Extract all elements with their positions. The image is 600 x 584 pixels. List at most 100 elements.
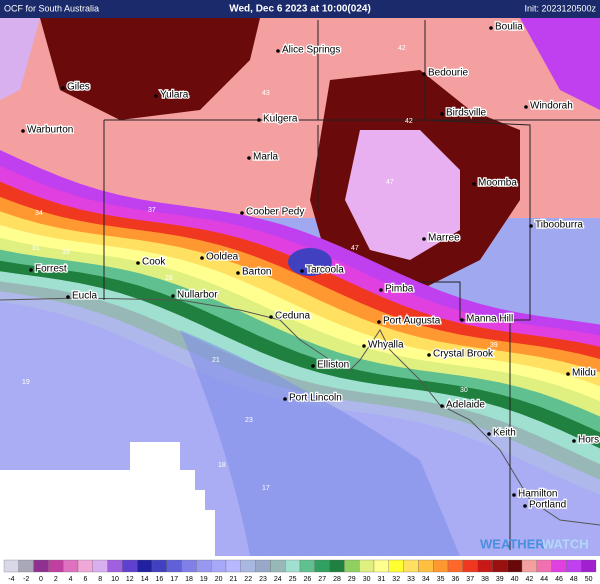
legend-label: 22 <box>244 576 252 583</box>
place-label: Port Augusta <box>383 316 441 327</box>
place-label: Elliston <box>317 360 349 371</box>
place-dot <box>487 432 491 436</box>
coastline <box>0 297 600 526</box>
legend-swatch <box>477 559 493 573</box>
legend-swatch <box>433 559 449 573</box>
legend-label: 36 <box>452 576 460 583</box>
contour-label: 31 <box>32 245 40 252</box>
place-label: Coober Pedy <box>246 207 304 218</box>
contour-label: 42 <box>405 118 413 125</box>
legend-label: 50 <box>585 576 593 583</box>
contour-label: 28 <box>165 275 173 282</box>
place-label: Windorah <box>530 101 573 112</box>
place-dot <box>240 211 244 215</box>
hot-core <box>40 18 260 120</box>
place-label: Pimba <box>385 284 414 295</box>
place-dot <box>200 256 204 260</box>
legend-swatch <box>255 559 271 573</box>
contour-label: 47 <box>351 245 359 252</box>
valid-time: Wed, Dec 6 2023 at 10:00(024) <box>229 4 371 15</box>
legend-swatch <box>92 559 108 573</box>
place-label: Alice Springs <box>282 45 340 56</box>
legend-label: 18 <box>185 576 193 583</box>
cold-swirl <box>180 330 460 556</box>
legend-label: 29 <box>348 576 356 583</box>
header-bar <box>0 0 600 18</box>
legend-swatch <box>270 559 286 573</box>
place-label: Portland <box>529 500 566 511</box>
legend-label: -2 <box>23 576 29 583</box>
place-dot <box>247 156 251 160</box>
place-dot <box>283 397 287 401</box>
contour-label: 17 <box>262 485 270 492</box>
place-dot <box>311 364 315 368</box>
contour-label: 33 <box>62 249 70 256</box>
top-right <box>520 18 600 110</box>
place-dot <box>379 288 383 292</box>
place-label: Mildu <box>572 368 596 379</box>
place-dot <box>529 224 533 228</box>
legend-swatch <box>388 559 404 573</box>
product-name: OCF for South Australia <box>4 3 99 13</box>
top-left <box>0 18 40 100</box>
tarcoola-cool <box>288 248 332 276</box>
legend-label: 8 <box>98 576 102 583</box>
state-border <box>103 20 600 550</box>
legend-label: 39 <box>496 576 504 583</box>
legend-swatch <box>536 559 552 573</box>
place-label: Giles <box>67 82 90 93</box>
legend-swatch <box>403 559 419 573</box>
place-label: Moomba <box>478 178 517 189</box>
legend-swatch <box>285 559 301 573</box>
place-label: Barton <box>242 267 271 278</box>
legend-swatch <box>63 559 79 573</box>
place-label: Whyalla <box>368 340 404 351</box>
place-dot <box>512 493 516 497</box>
legend-swatch <box>314 559 330 573</box>
legend-label: 21 <box>230 576 238 583</box>
legend-swatch <box>18 559 34 573</box>
legend-swatch <box>107 559 123 573</box>
legend-swatch <box>196 559 212 573</box>
legend-label: 46 <box>555 576 563 583</box>
legend-label: 10 <box>111 576 119 583</box>
place-label: Kulgera <box>263 114 298 125</box>
legend-label: 27 <box>318 576 326 583</box>
place-dot <box>276 49 280 53</box>
legend-label: 6 <box>83 576 87 583</box>
contour-label: 37 <box>148 207 156 214</box>
contour-label: 21 <box>212 357 220 364</box>
place-label: Keith <box>493 428 516 439</box>
contour-label: 19 <box>22 379 30 386</box>
place-dot <box>21 129 25 133</box>
legend-swatch <box>166 559 182 573</box>
place-dot <box>362 344 366 348</box>
legend-label: 25 <box>289 576 297 583</box>
place-dot <box>300 269 304 273</box>
legend-swatch <box>447 559 463 573</box>
place-dot <box>566 372 570 376</box>
watermark: WEATHER <box>480 536 545 551</box>
place-dot <box>472 182 476 186</box>
place-dot <box>422 237 426 241</box>
place-label: Tarcoola <box>306 265 344 276</box>
place-label: Marree <box>428 233 460 244</box>
place-label: Boulia <box>495 22 523 33</box>
place-dot <box>572 439 576 443</box>
init-time: Init: 2023120500z <box>524 3 596 13</box>
place-dot <box>377 320 381 324</box>
hot-core-inner <box>345 130 460 260</box>
contour-label: 23 <box>245 417 253 424</box>
place-dot <box>61 86 65 90</box>
legend-label: 28 <box>333 576 341 583</box>
legend-label: 34 <box>422 576 430 583</box>
legend-label: 26 <box>304 576 312 583</box>
place-label: Marla <box>253 152 278 163</box>
legend-swatch <box>181 559 197 573</box>
legend-swatch <box>359 559 375 573</box>
legend-swatch <box>122 559 138 573</box>
legend-label: 32 <box>392 576 400 583</box>
map: 42 43 42 47 47 33 34 31 37 28 21 19 17 18 23 30 39 <box>0 18 600 557</box>
place-label: Cook <box>142 257 166 268</box>
